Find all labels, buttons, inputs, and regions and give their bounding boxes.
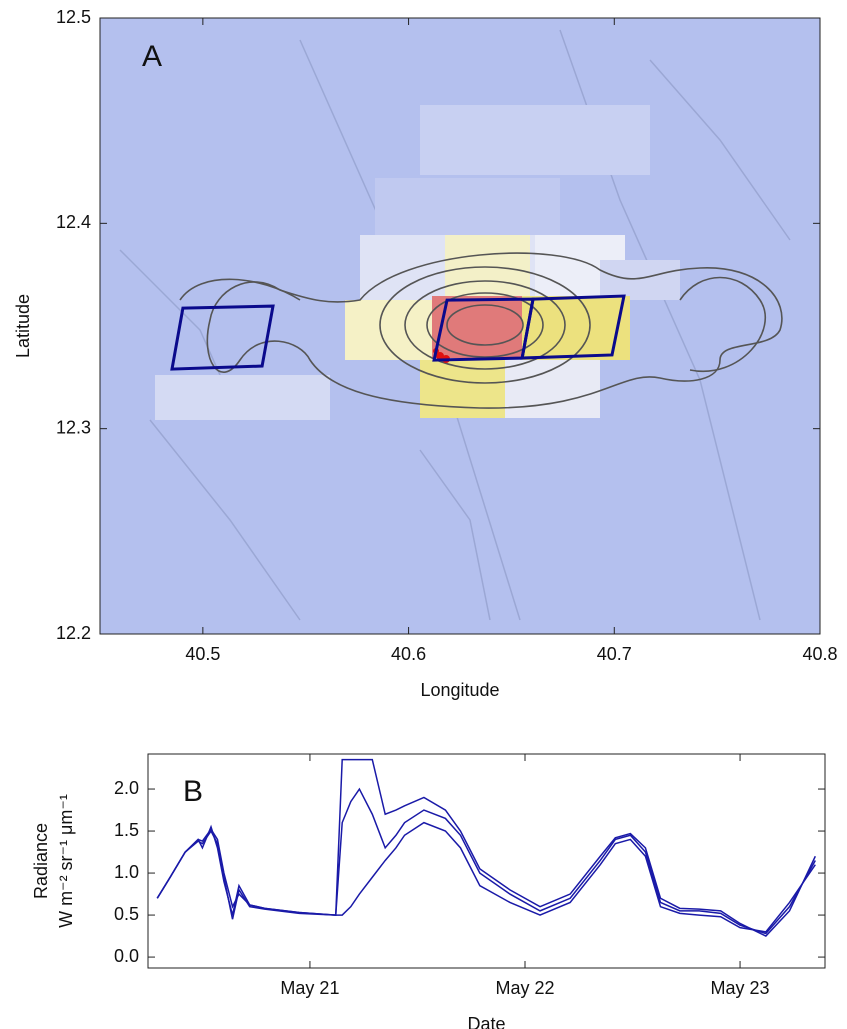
map-background [100, 18, 820, 634]
plot-frame [99, 17, 821, 635]
panel-label: B [183, 775, 203, 808]
y-tick-label: 0.0 [114, 946, 139, 966]
y-tick-label: 12.3 [56, 417, 91, 437]
x-tick-label: May 21 [280, 978, 339, 998]
x-tick-label: May 22 [495, 978, 554, 998]
x-axis-label: Longitude [420, 680, 499, 700]
y-tick-label: 0.5 [114, 904, 139, 924]
y-tick-label: 12.5 [56, 7, 91, 27]
x-tick-label: 40.8 [802, 644, 837, 664]
x-tick-label: 40.7 [597, 644, 632, 664]
x-tick-label: May 23 [711, 978, 770, 998]
y-tick-label: 12.2 [56, 623, 91, 643]
series-line [156, 758, 817, 937]
y-tick-label: 1.0 [114, 862, 139, 882]
footprint [170, 304, 275, 371]
x-tick-label: 40.5 [185, 644, 220, 664]
y-tick-label: 12.4 [56, 212, 91, 232]
y-axis-label: Latitude [13, 294, 33, 358]
y-tick-label: 2.0 [114, 778, 139, 798]
series-line [156, 821, 816, 933]
y-tick-label: 1.5 [114, 820, 139, 840]
panel-label: A [142, 40, 162, 73]
footprint [520, 294, 626, 360]
x-tick-label: 40.6 [391, 644, 426, 664]
x-axis-label: Date [467, 1014, 505, 1029]
plot-frame [147, 753, 826, 969]
y-axis-label: Radiance [31, 823, 51, 899]
y-axis-label: W m⁻² sr⁻¹ μm⁻¹ [56, 794, 76, 928]
series-line [156, 787, 816, 935]
